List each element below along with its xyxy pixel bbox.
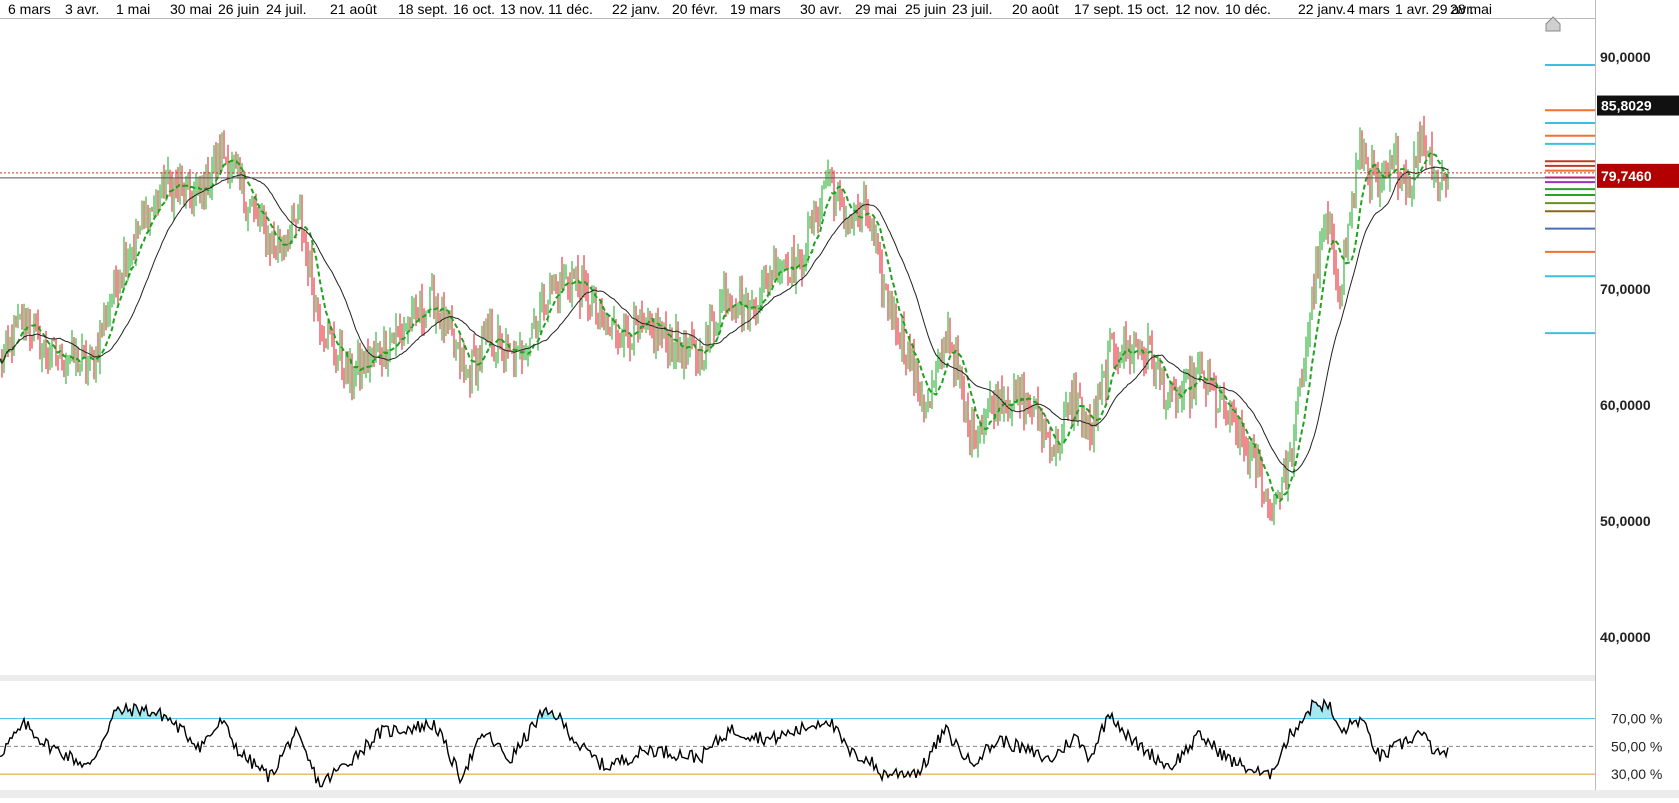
date-axis-labels: 6 mars 3 avr. 1 mai 30 mai 26 juin 24 juil. 21… <box>8 1 1492 17</box>
price-tick-label: 40,0000 <box>1600 629 1651 645</box>
current-price-lines <box>0 172 1595 179</box>
panel-separator[interactable] <box>0 675 1595 681</box>
date-tick-label: 16 oct. <box>453 1 495 17</box>
marker-price-text: 85,8029 <box>1601 98 1652 114</box>
date-tick-label: 19 mars <box>730 1 781 17</box>
rsi-panel <box>0 697 1595 788</box>
bottom-scrollbar[interactable] <box>0 790 1679 798</box>
date-tick-label: 20 août <box>1012 1 1059 17</box>
marker-price-badge <box>1597 95 1679 116</box>
date-tick-label: 17 sept. <box>1074 1 1124 17</box>
current-price-badge <box>1597 163 1679 188</box>
date-tick-label: 30 avr. <box>800 1 842 17</box>
current-price-text: 79,7460 <box>1601 168 1652 184</box>
date-tick-label: 24 juil. <box>266 1 306 17</box>
date-tick-label: 11 déc. <box>548 1 593 17</box>
date-tick-label: 29 mai <box>855 1 897 17</box>
date-tick-label: 18 sept. <box>398 1 448 17</box>
price-candles <box>1 115 1449 526</box>
rsi-overbought-fill <box>112 700 1362 719</box>
date-tick-label: 23 juil. <box>952 1 992 17</box>
price-axis-labels: 90,0000 70,0000 60,0000 50,0000 40,0000 <box>1600 49 1651 645</box>
date-tick-label: 29 avr. <box>1432 1 1474 17</box>
date-tick-label: 22 janv. <box>612 1 660 17</box>
right-side-levels <box>1545 63 1595 335</box>
date-tick-label: 28 mai <box>1450 1 1492 17</box>
scroll-to-end-icon[interactable] <box>1545 16 1561 32</box>
date-tick-label: 15 oct. <box>1127 1 1169 17</box>
date-tick-label: 25 juin <box>905 1 946 17</box>
price-tick-label: 70,0000 <box>1600 281 1651 297</box>
date-tick-label: 3 avr. <box>65 1 99 17</box>
price-badges: 85,8029 79,7460 <box>1597 95 1679 188</box>
moving-average-short-line <box>0 151 1449 503</box>
date-tick-label: 1 avr. <box>1395 1 1429 17</box>
date-tick-label: 21 août <box>330 1 377 17</box>
date-tick-label: 26 juin <box>218 1 259 17</box>
date-tick-label: 1 mai <box>116 1 150 17</box>
date-tick-label: 13 nov. <box>500 1 545 17</box>
price-tick-label: 90,0000 <box>1600 49 1651 65</box>
date-axis-background <box>0 0 1595 18</box>
date-tick-label: 30 mai <box>170 1 212 17</box>
date-tick-label: 20 févr. <box>672 1 718 17</box>
date-tick-label: 12 nov. <box>1175 1 1220 17</box>
price-tick-label: 50,0000 <box>1600 513 1651 529</box>
price-tick-label: 60,0000 <box>1600 397 1651 413</box>
moving-averages <box>0 151 1449 503</box>
rsi-tick-label: 50,00 % <box>1611 738 1662 754</box>
rsi-tick-label: 70,00 % <box>1611 711 1662 727</box>
date-tick-label: 4 mars <box>1347 1 1390 17</box>
rsi-axis-labels: 70,00 % 50,00 % 30,00 % <box>1611 711 1662 782</box>
date-tick-label: 22 janv. <box>1298 1 1346 17</box>
rsi-line <box>0 697 1449 788</box>
rsi-tick-label: 30,00 % <box>1611 766 1662 782</box>
moving-average-long-line <box>0 166 1449 473</box>
date-tick-label: 6 mars <box>8 1 51 17</box>
date-tick-label: 10 déc. <box>1225 1 1271 17</box>
